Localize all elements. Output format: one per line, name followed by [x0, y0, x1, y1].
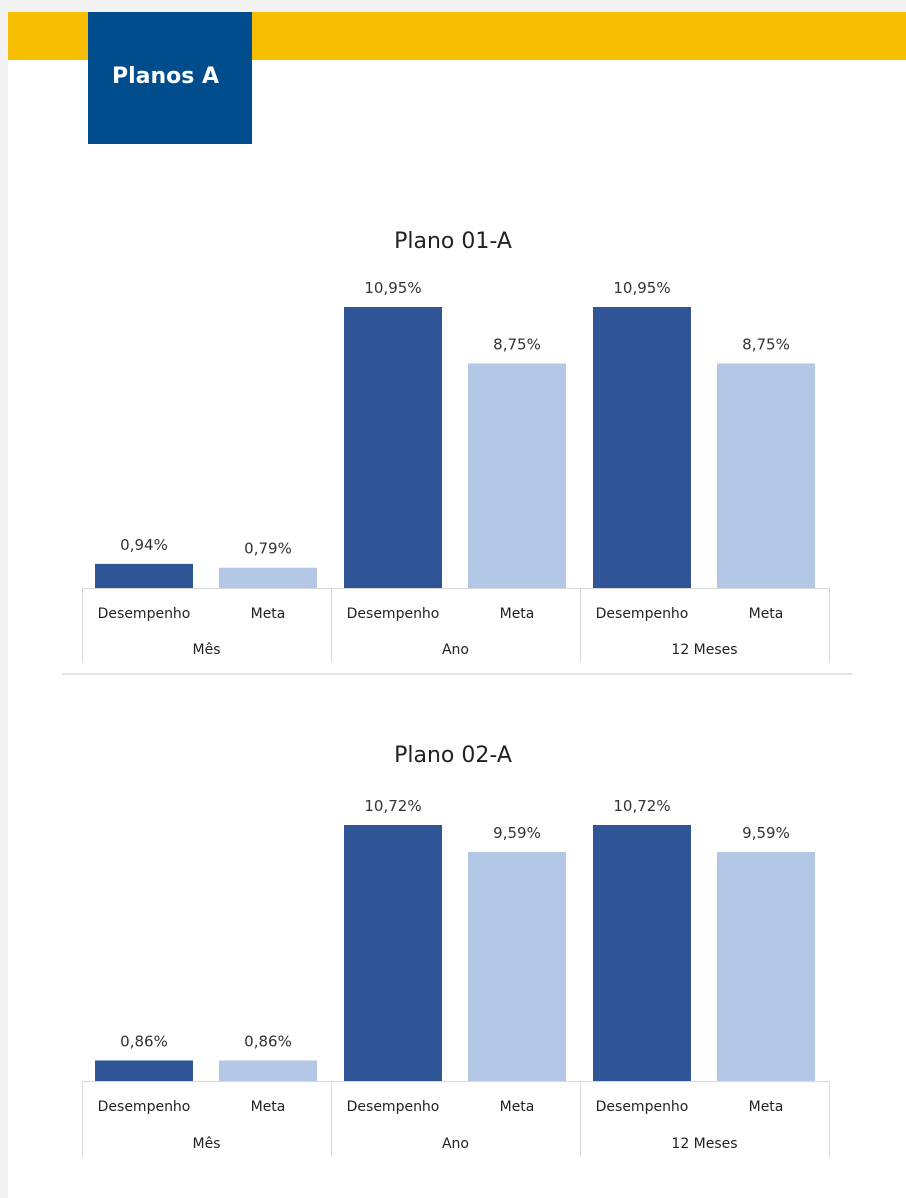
group-label: Ano	[442, 642, 469, 658]
bar-meta	[717, 363, 815, 588]
category-label: Desempenho	[98, 1099, 191, 1115]
section-tag: Planos A	[88, 12, 252, 144]
group-label: 12 Meses	[671, 642, 737, 658]
data-label: 10,72%	[613, 797, 670, 815]
category-label: Meta	[500, 606, 535, 622]
data-label: 0,86%	[244, 1032, 292, 1050]
chart-title: Plano 02-A	[394, 743, 512, 768]
page: Planos A	[8, 12, 906, 1198]
category-label: Meta	[251, 606, 286, 622]
category-label: Desempenho	[98, 606, 191, 622]
bar-desempenho	[344, 307, 442, 588]
category-label: Desempenho	[596, 606, 689, 622]
group-label: Mês	[193, 1136, 221, 1152]
data-label: 8,75%	[742, 335, 790, 353]
bar-meta	[717, 851, 815, 1081]
group-label: Mês	[193, 642, 221, 658]
section-tag-label: Planos A	[112, 64, 220, 89]
bar-meta	[219, 567, 317, 588]
group-label: 12 Meses	[671, 1136, 737, 1152]
bar-desempenho	[95, 1060, 193, 1081]
category-label: Meta	[251, 1099, 286, 1115]
bar-desempenho	[95, 563, 193, 588]
bar-meta	[219, 1060, 317, 1081]
bar-desempenho	[593, 307, 691, 588]
category-label: Desempenho	[596, 1099, 689, 1115]
data-label: 10,95%	[613, 279, 670, 297]
data-label: 9,59%	[493, 824, 541, 842]
category-label: Desempenho	[347, 606, 440, 622]
category-label: Meta	[749, 1099, 784, 1115]
chart-title: Plano 01-A	[394, 229, 512, 254]
data-label: 0,94%	[120, 536, 168, 554]
data-label: 10,72%	[364, 797, 421, 815]
bar-meta	[468, 363, 566, 588]
data-label: 0,86%	[120, 1032, 168, 1050]
bar-desempenho	[593, 825, 691, 1081]
category-label: Meta	[500, 1099, 535, 1115]
data-label: 0,79%	[244, 540, 292, 558]
category-label: Meta	[749, 606, 784, 622]
data-label: 10,95%	[364, 279, 421, 297]
category-label: Desempenho	[347, 1099, 440, 1115]
bar-meta	[468, 851, 566, 1081]
data-label: 8,75%	[493, 335, 541, 353]
group-label: Ano	[442, 1136, 469, 1152]
bar-desempenho	[344, 825, 442, 1081]
data-label: 9,59%	[742, 824, 790, 842]
